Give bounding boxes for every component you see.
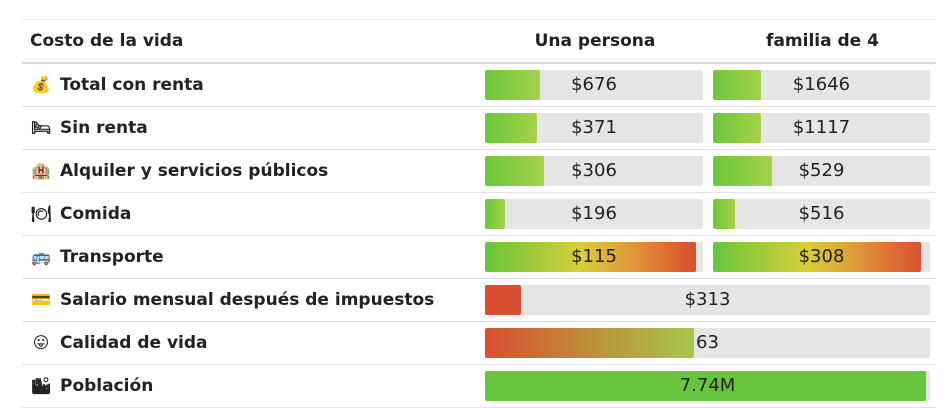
wide-bar: $313 — [485, 285, 930, 315]
row-label: Comida — [60, 204, 132, 224]
header-category: Costo de la vida — [22, 19, 481, 64]
single-bar: $115 — [485, 242, 703, 272]
table-row: 🚌 Transporte $115 $308 — [22, 235, 936, 279]
family-bar-value: $529 — [798, 160, 845, 181]
row-label: Sin renta — [60, 118, 148, 138]
single-bar-value: $371 — [571, 117, 617, 138]
wide-bar-value: 63 — [696, 332, 719, 353]
row-label: Salario mensual después de impuestos — [60, 290, 435, 310]
single-bar-fill — [485, 70, 540, 100]
family-bar: $1117 — [713, 113, 930, 143]
smiley-icon: 😛 — [32, 333, 50, 352]
hotel-icon: 🏨 — [31, 161, 51, 180]
table-row: 🏙 Población 7.74M — [22, 364, 936, 408]
wide-bar: 63 — [485, 328, 930, 358]
wide-bar-fill — [485, 371, 926, 401]
wide-bar-value: $313 — [684, 289, 731, 310]
row-label-cell: 💳 Salario mensual después de impuestos — [22, 278, 481, 322]
single-bar-value: $115 — [571, 246, 617, 267]
wide-bar-fill — [485, 328, 695, 358]
bus-icon: 🚌 — [31, 247, 51, 266]
wide-bar-fill — [485, 285, 521, 315]
table-row: 🏨 Alquiler y servicios públicos $306 $529 — [22, 149, 936, 193]
table-row: 💰 Total con renta $676 $1646 — [22, 63, 936, 107]
row-label-cell: 🏙 Población — [22, 364, 481, 408]
row-label: Total con renta — [60, 75, 204, 95]
wide-bar-value: 7.74M — [679, 375, 736, 396]
family-bar-fill — [713, 242, 922, 272]
family-bar: $529 — [713, 156, 930, 186]
single-bar-fill — [485, 156, 544, 186]
family-bar: $308 — [713, 242, 930, 272]
row-label: Calidad de vida — [60, 333, 208, 353]
bed-icon: 🛏 — [30, 118, 52, 137]
row-label-cell: 🍽 Comida — [22, 192, 481, 236]
family-bar-fill — [713, 156, 772, 186]
single-bar-fill — [485, 113, 538, 143]
row-label-cell: 🏨 Alquiler y servicios públicos — [22, 149, 481, 193]
family-bar-value: $1117 — [792, 117, 851, 138]
single-bar-value: $196 — [571, 203, 617, 224]
family-bar-fill — [713, 113, 761, 143]
credit-card-icon: 💳 — [31, 290, 51, 309]
row-label-cell: 🚌 Transporte — [22, 235, 481, 279]
row-label: Alquiler y servicios públicos — [60, 161, 329, 181]
plate-icon: 🍽 — [30, 204, 52, 223]
family-bar-value: $516 — [798, 203, 845, 224]
table-row: 🍽 Comida $196 $516 — [22, 192, 936, 236]
table-row: 🛏 Sin renta $371 $1117 — [22, 106, 936, 150]
family-bar: $1646 — [713, 70, 930, 100]
family-bar-fill — [713, 199, 735, 229]
city-icon: 🏙 — [30, 376, 52, 395]
family-bar-value: $1646 — [792, 74, 851, 95]
row-label-cell: 😛 Calidad de vida — [22, 321, 481, 365]
family-bar: $516 — [713, 199, 930, 229]
single-bar-value: $676 — [571, 74, 617, 95]
single-bar: $676 — [485, 70, 703, 100]
row-label-cell: 🛏 Sin renta — [22, 106, 481, 150]
table-row: 😛 Calidad de vida 63 — [22, 321, 936, 365]
row-label: Población — [60, 376, 154, 396]
table-header: Costo de la vida Una persona familia de … — [22, 19, 936, 64]
header-single: Una persona — [481, 19, 709, 64]
single-bar-value: $306 — [571, 160, 617, 181]
family-bar-value: $308 — [798, 246, 845, 267]
wide-bar: 7.74M — [485, 371, 930, 401]
family-bar-fill — [713, 70, 761, 100]
cost-table: Costo de la vida Una persona familia de … — [22, 19, 936, 408]
single-bar-fill — [485, 242, 697, 272]
single-bar: $371 — [485, 113, 703, 143]
single-bar: $196 — [485, 199, 703, 229]
money-bag-icon: 💰 — [31, 75, 51, 94]
single-bar-fill — [485, 199, 505, 229]
row-label: Transporte — [60, 247, 164, 267]
header-family: familia de 4 — [709, 19, 936, 64]
table-row: 💳 Salario mensual después de impuestos $3… — [22, 278, 936, 322]
single-bar: $306 — [485, 156, 703, 186]
row-label-cell: 💰 Total con renta — [22, 63, 481, 107]
